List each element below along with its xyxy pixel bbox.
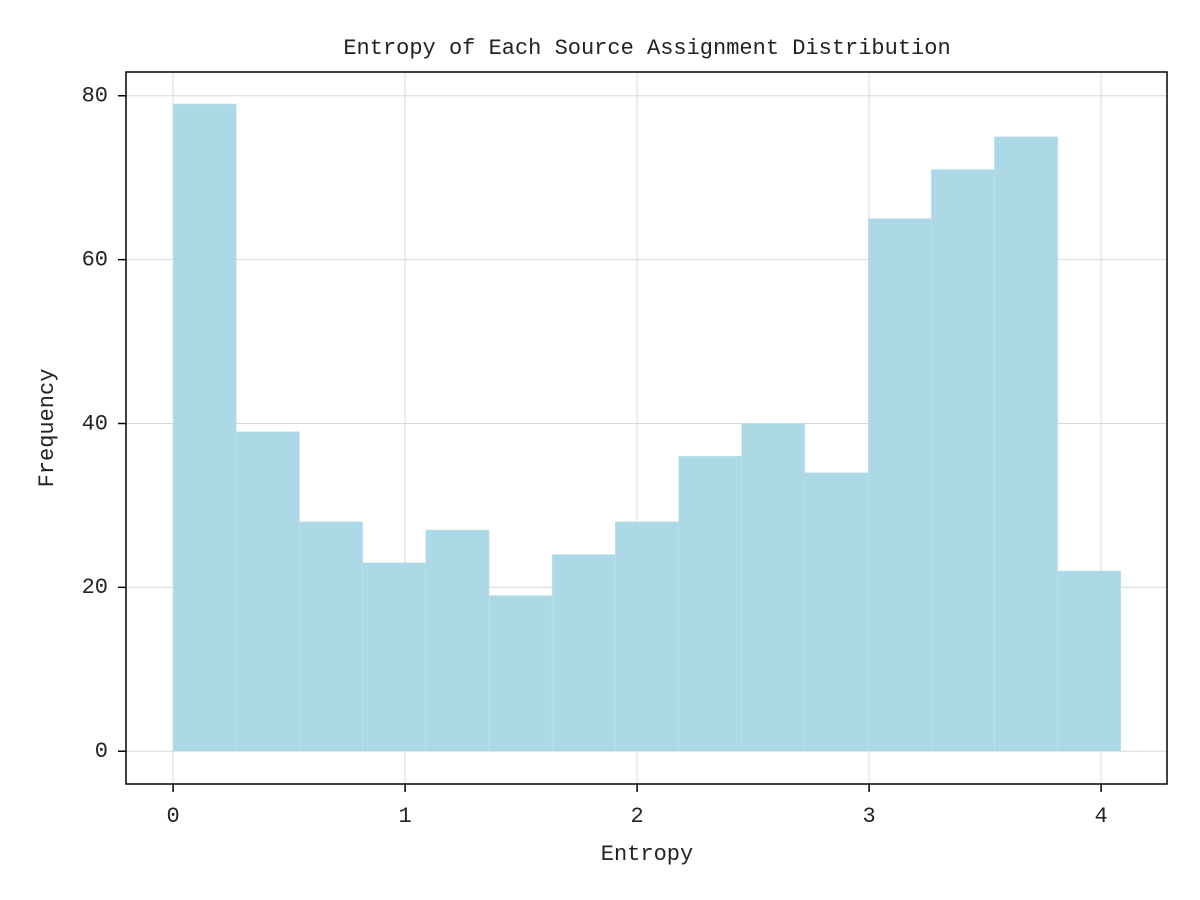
bar [804, 472, 869, 752]
bar [931, 169, 995, 752]
y-tick-label: 80 [82, 84, 108, 109]
bar [1057, 570, 1122, 752]
chart-title: Entropy of Each Source Assignment Distri… [343, 36, 950, 61]
x-tick-label: 3 [863, 804, 876, 829]
bar [741, 423, 806, 752]
bar [678, 456, 742, 752]
y-tick-label: 40 [82, 411, 108, 436]
y-axis-label: Frequency [35, 369, 60, 488]
bar [172, 103, 237, 752]
y-tick-label: 60 [82, 247, 108, 272]
y-tick-label: 0 [95, 739, 108, 764]
plot-frame [125, 71, 1168, 785]
x-tick-label: 0 [166, 804, 179, 829]
bar [362, 562, 426, 752]
x-tick-label: 1 [398, 804, 411, 829]
bar [488, 595, 553, 752]
y-tick-label: 20 [82, 575, 108, 600]
bar [425, 529, 490, 752]
x-axis-label: Entropy [601, 842, 693, 867]
bar [994, 136, 1058, 752]
bar [551, 554, 616, 752]
bar [867, 218, 932, 752]
x-tick-label: 4 [1095, 804, 1108, 829]
bar [615, 521, 679, 752]
bar [299, 521, 363, 752]
x-tick-label: 2 [631, 804, 644, 829]
bar [235, 431, 300, 752]
